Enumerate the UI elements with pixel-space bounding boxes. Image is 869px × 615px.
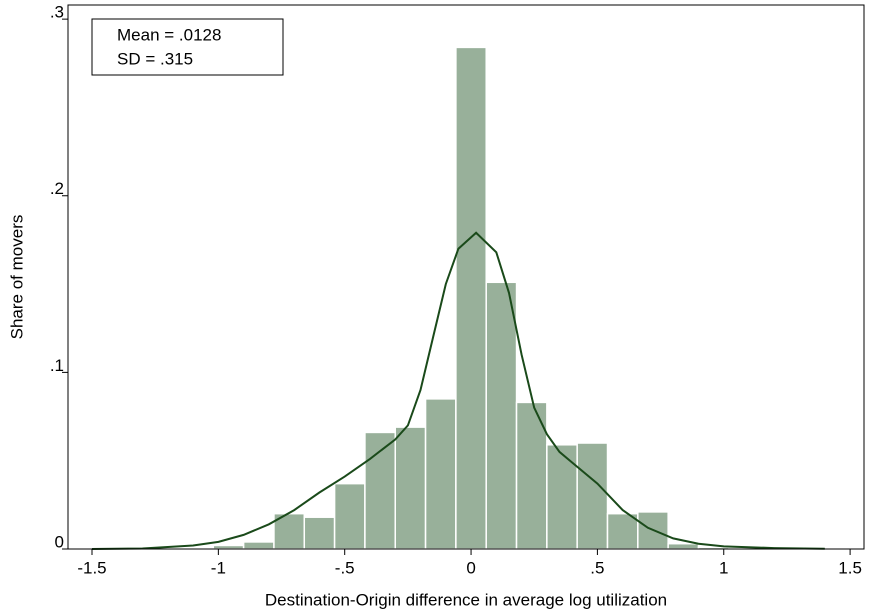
x-tick-label: 1: [719, 558, 728, 577]
y-axis-label: Share of movers: [7, 215, 26, 340]
y-tick-label: 0: [55, 532, 64, 551]
y-tick-label: .3: [50, 3, 64, 22]
bar: [333, 482, 366, 550]
density-curve: [91, 231, 825, 550]
x-axis-label: Destination-Origin difference in average…: [265, 590, 667, 609]
bar: [394, 426, 427, 550]
x-tick-label: -.5: [335, 558, 355, 577]
annotation-box: [91, 18, 284, 76]
bar: [485, 281, 518, 550]
bar: [455, 46, 487, 550]
bar: [424, 398, 457, 550]
bar: [303, 516, 336, 550]
plot-frame: [67, 4, 865, 550]
x-tick-label: -1: [211, 558, 226, 577]
bar: [606, 512, 639, 550]
x-tick-label: 1.5: [838, 558, 862, 577]
bar: [212, 544, 245, 550]
bar: [667, 542, 700, 550]
x-tick-label: 0: [466, 558, 475, 577]
annotation: SD = .315: [117, 49, 193, 68]
x-tick-label: -1.5: [77, 558, 106, 577]
x-tick-label: .5: [590, 558, 604, 577]
bar: [576, 442, 609, 550]
bar: [242, 541, 275, 550]
bar: [546, 444, 578, 550]
y-tick-label: .1: [50, 356, 64, 375]
y-tick-label: .2: [50, 179, 64, 198]
annotation: Mean = .0128: [117, 25, 221, 44]
